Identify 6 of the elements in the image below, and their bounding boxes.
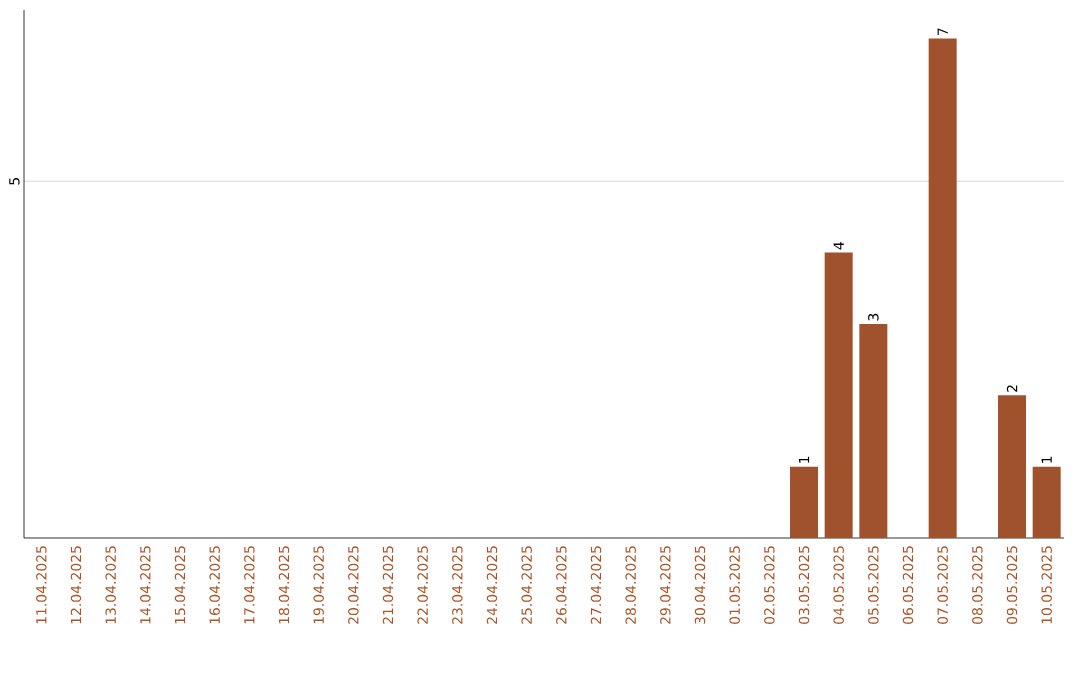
bar: [824, 252, 853, 538]
bar: [1032, 466, 1061, 538]
bar: [790, 466, 819, 538]
bar: [859, 323, 888, 538]
bar: [928, 38, 957, 538]
bar: [998, 395, 1027, 538]
